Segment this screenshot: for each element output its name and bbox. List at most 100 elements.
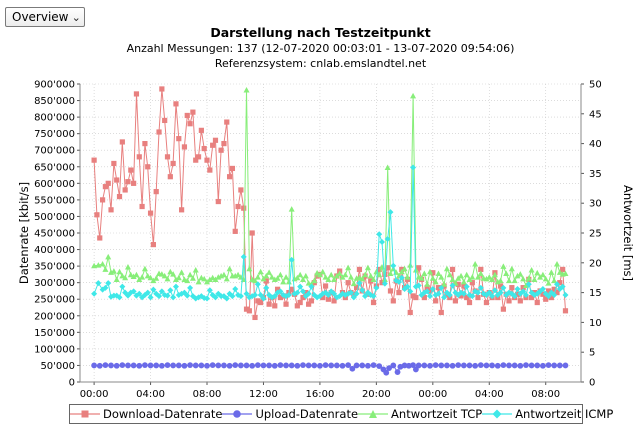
point-upload <box>562 362 569 369</box>
point-icmp <box>491 287 498 294</box>
point-tcp <box>426 268 433 275</box>
point-tcp <box>102 266 109 272</box>
point-tcp <box>150 277 157 284</box>
point-download <box>455 281 461 287</box>
point-icmp <box>91 290 98 297</box>
point-upload <box>383 369 390 376</box>
legend-item-upload: Upload-Datenrate <box>222 407 358 421</box>
y-tick-label: 100'000 <box>34 344 75 355</box>
point-upload <box>181 362 188 369</box>
point-download <box>187 121 193 127</box>
point-download <box>246 308 252 314</box>
legend-item-download: Download-Datenrate <box>70 407 222 421</box>
point-tcp <box>542 275 549 282</box>
point-icmp <box>116 294 123 301</box>
point-tcp <box>449 276 456 282</box>
y2-tick-label: 30 <box>589 199 602 210</box>
point-download <box>306 301 312 307</box>
point-upload <box>260 362 267 369</box>
point-tcp <box>534 269 541 276</box>
point-download <box>91 157 97 163</box>
point-tcp <box>345 264 352 271</box>
view-select[interactable]: Overview ⌄ <box>5 7 85 27</box>
point-download <box>294 303 300 309</box>
point-upload <box>266 362 273 369</box>
point-icmp <box>384 235 391 242</box>
point-tcp <box>302 272 309 279</box>
point-download <box>252 314 258 321</box>
point-icmp <box>415 282 422 289</box>
point-upload <box>305 362 312 369</box>
point-download <box>176 136 182 142</box>
y2-tick-label: 45 <box>589 109 602 120</box>
legend-swatch-upload <box>222 410 253 418</box>
point-icmp <box>223 295 230 302</box>
point-upload <box>415 362 422 369</box>
point-icmp <box>426 293 433 300</box>
point-upload <box>410 362 416 369</box>
point-tcp <box>511 277 518 284</box>
point-icmp <box>130 288 137 295</box>
point-icmp <box>294 289 301 296</box>
point-download <box>545 288 552 294</box>
point-download <box>255 298 261 304</box>
point-tcp <box>204 278 211 285</box>
point-icmp <box>308 283 315 290</box>
point-upload <box>421 362 428 369</box>
point-upload <box>271 362 278 369</box>
point-tcp <box>463 271 470 278</box>
point-icmp <box>356 280 363 287</box>
point-icmp <box>441 294 448 301</box>
point-upload <box>102 362 109 369</box>
x-tick-label: 16:00 <box>306 389 335 400</box>
point-upload <box>556 362 563 369</box>
point-tcp <box>460 278 467 285</box>
point-icmp <box>164 292 171 299</box>
point-icmp <box>525 281 532 288</box>
point-icmp <box>489 293 496 300</box>
point-icmp <box>243 290 250 297</box>
point-download <box>179 207 185 213</box>
point-icmp <box>539 286 546 293</box>
point-download <box>283 301 289 307</box>
point-tcp <box>268 274 275 280</box>
y-tick-label: 350'000 <box>34 262 75 273</box>
point-download <box>506 298 512 304</box>
point-upload <box>427 362 433 369</box>
point-tcp <box>407 262 414 268</box>
point-tcp <box>141 265 148 272</box>
point-tcp <box>333 272 340 279</box>
point-tcp <box>551 277 558 284</box>
legend-item-icmp: Antwortzeit ICMP <box>482 407 613 421</box>
point-tcp <box>212 276 219 282</box>
point-upload <box>147 362 154 369</box>
point-download <box>534 299 540 306</box>
point-icmp <box>404 283 411 290</box>
point-tcp <box>251 277 258 284</box>
point-download <box>119 139 125 145</box>
point-tcp <box>130 273 137 280</box>
point-download <box>562 308 569 314</box>
point-upload <box>192 362 199 369</box>
point-icmp <box>398 274 405 281</box>
point-upload <box>444 362 450 369</box>
point-upload <box>506 362 512 369</box>
point-icmp <box>240 253 247 260</box>
point-upload <box>551 362 558 369</box>
point-upload <box>349 365 356 372</box>
point-tcp <box>316 271 323 278</box>
point-upload <box>359 362 366 369</box>
point-download <box>331 298 337 304</box>
point-icmp <box>277 288 284 295</box>
x-tick-label: 20:00 <box>362 389 391 400</box>
point-tcp <box>520 275 527 282</box>
x-tick-label: 12:00 <box>249 389 278 400</box>
point-download <box>478 266 484 273</box>
point-tcp <box>562 270 569 277</box>
point-icmp <box>511 293 518 300</box>
point-download <box>500 306 506 312</box>
point-tcp <box>314 269 321 276</box>
y-tick-label: 50'000 <box>40 361 75 372</box>
point-download <box>517 298 523 304</box>
point-icmp <box>254 281 261 288</box>
